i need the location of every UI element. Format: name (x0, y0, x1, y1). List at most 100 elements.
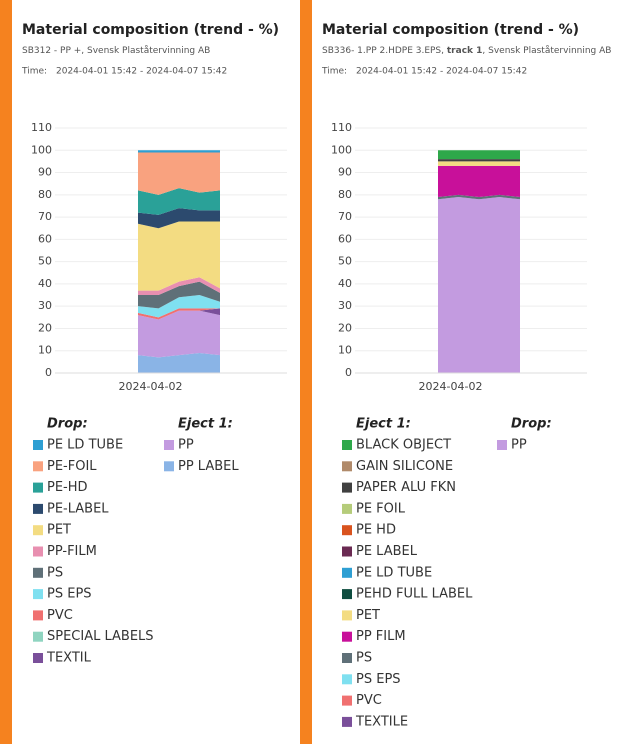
y-tick-label: 0 (45, 366, 52, 379)
y-tick-label: 80 (38, 188, 52, 201)
legend-label: PET (47, 523, 71, 538)
legend-swatch (342, 546, 352, 557)
area (438, 165, 520, 198)
area (138, 308, 220, 320)
legend-label: PP (178, 438, 194, 453)
legend-swatch (342, 695, 352, 706)
chart-title: Material composition (trend - %) (322, 22, 579, 38)
legend-swatch (497, 440, 507, 450)
y-tick-label: 100 (31, 143, 52, 156)
area (438, 159, 520, 162)
legend-label: PP FILM (356, 629, 406, 644)
y-tick-label: 20 (338, 321, 352, 334)
y-tick-label: 50 (38, 255, 52, 268)
area (138, 281, 220, 309)
y-tick-label: 30 (338, 299, 352, 312)
y-tick-label: 110 (31, 121, 52, 134)
legend-label: PS (356, 651, 372, 666)
legend-swatch (33, 440, 43, 450)
area (138, 277, 220, 296)
area (438, 194, 520, 200)
legend-label: PE FOIL (356, 501, 406, 516)
subtitle-part: SB336- 1.PP 2.HDPE 3.EPS, (322, 46, 447, 56)
y-tick-label: 40 (338, 277, 352, 290)
x-tick-label: 2024-04-02 (419, 380, 483, 393)
time-range: 2024-04-01 15:42 - 2024-04-07 15:42 (56, 67, 227, 77)
legend-swatch (342, 674, 352, 685)
legend-swatch (33, 461, 43, 472)
legend-label: PE LABEL (356, 544, 418, 559)
legend-label: PP-FILM (47, 544, 97, 559)
y-tick-label: 70 (338, 210, 352, 223)
y-tick-label: 30 (38, 299, 52, 312)
y-tick-label: 90 (338, 166, 352, 179)
area (138, 208, 220, 229)
legend-title: Eject 1: (356, 417, 411, 432)
y-tick-label: 40 (38, 277, 52, 290)
legend-swatch (342, 567, 352, 578)
time-range: 2024-04-01 15:42 - 2024-04-07 15:42 (356, 67, 527, 77)
y-tick-label: 10 (38, 344, 52, 357)
y-tick-label: 60 (38, 232, 52, 245)
subtitle-part: SB312 - PP +, Svensk Plaståtervinning AB (22, 45, 210, 56)
legend-swatch (33, 482, 43, 493)
area (138, 295, 220, 318)
chart: Material composition (trend - %) SB336- 1… (321, 22, 611, 729)
legend-swatch (342, 461, 352, 472)
legend-swatch (33, 631, 43, 642)
legend-label: PAPER ALU FKN (356, 480, 456, 495)
legend-swatch (33, 653, 43, 663)
area (438, 161, 520, 166)
legend-label: TEXTIL (46, 651, 92, 666)
area (438, 150, 520, 160)
legend-label: TEXTILE (355, 714, 408, 729)
legend-swatch (164, 440, 174, 450)
legend-label: SPECIAL LABELS (47, 629, 154, 644)
y-tick-label: 70 (38, 210, 52, 223)
y-tick-label: 0 (345, 366, 352, 379)
legend-swatch (33, 567, 43, 578)
legend-swatch (33, 503, 43, 514)
y-tick-label: 20 (38, 321, 52, 334)
legend-swatch (342, 482, 352, 493)
y-tick-label: 110 (331, 121, 352, 134)
subtitle-part: , Svensk Plaståtervinning AB (482, 45, 611, 56)
legend-swatch (33, 546, 43, 557)
y-tick-label: 50 (338, 255, 352, 268)
legend-swatch (342, 653, 352, 663)
area (138, 352, 220, 373)
panel: Material composition (trend - %) SB312 - … (12, 0, 300, 744)
area (438, 197, 520, 373)
legend-label: PET (356, 608, 380, 623)
chart-title: Material composition (trend - %) (22, 22, 279, 38)
y-tick-label: 10 (338, 344, 352, 357)
legend-swatch (33, 525, 43, 536)
legend-label: PS (47, 565, 63, 580)
legend-swatch (342, 610, 352, 621)
legend-label: PE-HD (47, 480, 88, 495)
legend-swatch (342, 503, 352, 514)
legend-swatch (33, 610, 43, 621)
legend-label: PVC (356, 693, 382, 708)
legend-label: PEHD FULL LABEL (356, 587, 473, 602)
legend-title: Eject 1: (178, 417, 233, 432)
legend-label: PE HD (356, 523, 396, 538)
legend-label: BLACK OBJECT (356, 438, 451, 453)
time-label: Time: (321, 67, 347, 77)
legend-label: PP LABEL (178, 459, 239, 474)
subtitle: SB312 - PP +, Svensk Plaståtervinning AB (22, 45, 210, 56)
chart: Material composition (trend - %) SB312 - … (21, 22, 287, 666)
legend-label: PVC (47, 608, 73, 623)
legend-swatch (342, 631, 352, 642)
area (138, 152, 220, 195)
area (138, 308, 220, 320)
legend-swatch (164, 461, 174, 472)
legend-title: Drop: (47, 417, 88, 432)
area (138, 221, 220, 291)
subtitle-part: track 1 (447, 46, 483, 56)
y-tick-label: 60 (338, 232, 352, 245)
legend-swatch (342, 589, 352, 600)
legend-swatch (342, 440, 352, 450)
legend-label: PS EPS (47, 587, 92, 602)
